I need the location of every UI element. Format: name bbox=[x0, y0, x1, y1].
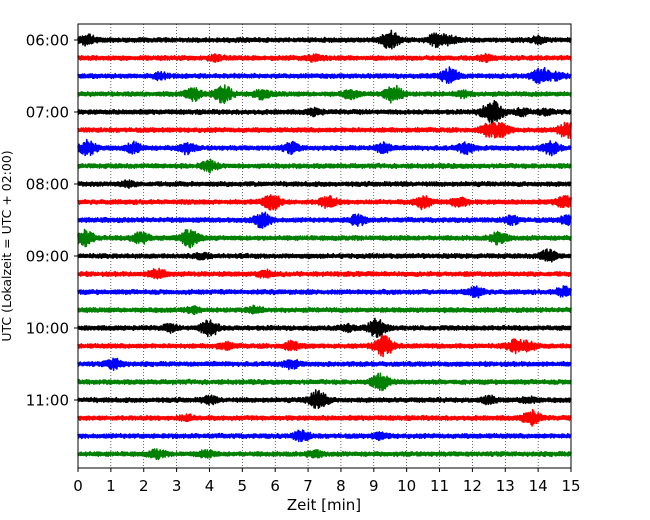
trace-0800 bbox=[77, 179, 572, 189]
y-tick-label: 08:00 bbox=[26, 176, 69, 194]
y-tick-label: 06:00 bbox=[26, 32, 69, 50]
x-tick-label: 12 bbox=[463, 477, 482, 495]
x-tick-label: 15 bbox=[561, 477, 580, 495]
trace-1130 bbox=[77, 429, 572, 443]
x-tick-label: 3 bbox=[172, 477, 182, 495]
trace-0600 bbox=[77, 29, 572, 50]
trace-0630 bbox=[77, 66, 572, 85]
x-tick-label: 8 bbox=[336, 477, 346, 495]
y-axis: 06:00 07:00 08:00 09:00 10:00 11:00 bbox=[26, 32, 78, 410]
trace-0900 bbox=[77, 248, 572, 263]
trace-group bbox=[77, 29, 572, 461]
trace-1000 bbox=[77, 317, 572, 338]
trace-0930 bbox=[77, 285, 572, 299]
x-tick-label: 11 bbox=[430, 477, 449, 495]
trace-0730 bbox=[77, 138, 572, 157]
trace-1115 bbox=[77, 408, 572, 427]
x-tick-label: 4 bbox=[205, 477, 215, 495]
y-tick-label: 10:00 bbox=[26, 320, 69, 338]
trace-0715 bbox=[77, 121, 572, 139]
x-tick-label: 0 bbox=[73, 477, 83, 495]
y-tick-label: 11:00 bbox=[26, 392, 69, 410]
x-axis: 0 1 2 3 4 5 6 7 8 9 10 11 12 13 14 15 bbox=[73, 468, 581, 495]
trace-0845 bbox=[77, 228, 572, 249]
trace-0815 bbox=[77, 194, 572, 211]
x-tick-label: 9 bbox=[369, 477, 379, 495]
x-tick-label: 7 bbox=[303, 477, 313, 495]
x-tick-label: 6 bbox=[270, 477, 280, 495]
trace-1030 bbox=[77, 357, 572, 371]
trace-0645 bbox=[77, 84, 572, 104]
trace-1145 bbox=[77, 448, 572, 461]
y-tick-label: 09:00 bbox=[26, 248, 69, 266]
y-tick-label: 07:00 bbox=[26, 104, 69, 122]
x-tick-label: 1 bbox=[106, 477, 116, 495]
x-tick-label: 5 bbox=[238, 477, 248, 495]
x-axis-label: Zeit [min] bbox=[287, 496, 361, 514]
trace-0945 bbox=[77, 304, 572, 316]
trace-0830 bbox=[77, 211, 572, 229]
x-tick-label: 2 bbox=[139, 477, 149, 495]
trace-0615 bbox=[77, 52, 572, 64]
trace-1015 bbox=[77, 334, 572, 358]
x-tick-label: 14 bbox=[529, 477, 548, 495]
y-axis-label: UTC (Lokalzeit = UTC + 02:00) bbox=[0, 150, 14, 341]
trace-0700 bbox=[77, 99, 572, 126]
x-tick-label: 10 bbox=[397, 477, 416, 495]
trace-0745 bbox=[77, 158, 572, 174]
trace-0915 bbox=[77, 267, 572, 280]
trace-1045 bbox=[77, 372, 572, 392]
x-tick-label: 13 bbox=[496, 477, 515, 495]
plot-frame bbox=[77, 23, 572, 469]
trace-1100 bbox=[77, 389, 572, 410]
